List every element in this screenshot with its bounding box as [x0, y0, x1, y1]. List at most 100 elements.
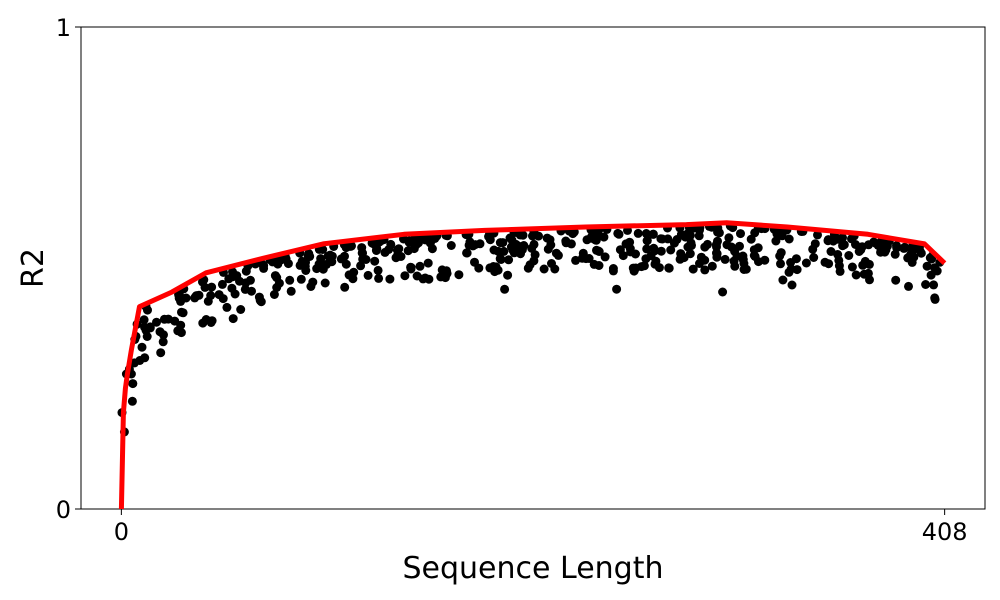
data-point: [423, 258, 433, 268]
data-point: [227, 283, 237, 293]
data-point: [859, 269, 869, 279]
data-point: [152, 317, 161, 327]
data-point: [891, 275, 901, 285]
data-point: [621, 239, 631, 249]
data-point: [679, 253, 689, 263]
data-point: [228, 314, 238, 324]
data-point: [786, 264, 796, 274]
data-point: [286, 286, 296, 296]
y-tick-label: 1: [56, 14, 71, 42]
data-point: [206, 291, 216, 300]
data-point: [380, 247, 390, 257]
data-point: [442, 266, 451, 276]
data-point: [712, 248, 721, 258]
data-point: [844, 251, 854, 260]
data-point: [529, 239, 539, 249]
data-point: [578, 248, 588, 258]
data-point: [363, 270, 373, 280]
data-point: [656, 234, 666, 244]
y-tick-label: 0: [56, 496, 71, 524]
data-point: [727, 242, 736, 252]
data-point: [835, 266, 845, 276]
data-point: [851, 240, 860, 249]
data-point: [312, 264, 322, 274]
data-point: [864, 259, 874, 269]
data-point: [864, 240, 874, 250]
data-point: [847, 262, 857, 272]
data-point: [400, 271, 410, 281]
data-point: [922, 261, 932, 271]
data-point: [791, 254, 801, 264]
data-point: [929, 280, 939, 290]
data-point: [694, 231, 704, 241]
data-point: [904, 281, 913, 291]
data-point: [876, 247, 886, 257]
x-tick-label: 0: [114, 518, 129, 546]
y-axis-title: R2: [16, 248, 51, 288]
data-point: [561, 236, 571, 246]
data-point: [736, 229, 745, 239]
data-point: [608, 264, 618, 273]
data-point: [683, 229, 693, 239]
data-point: [778, 275, 788, 285]
data-point: [732, 251, 742, 261]
data-point: [285, 275, 295, 285]
data-point: [139, 315, 149, 325]
data-point: [930, 294, 940, 304]
data-point: [406, 262, 416, 272]
data-point: [192, 291, 201, 301]
data-point: [436, 272, 446, 282]
data-point: [871, 238, 881, 248]
x-axis-title: Sequence Length: [403, 551, 664, 586]
data-point: [648, 229, 658, 239]
data-point: [590, 235, 600, 245]
data-point: [320, 278, 330, 288]
data-point: [135, 356, 145, 365]
data-point: [468, 241, 478, 251]
data-point: [551, 248, 561, 258]
data-point: [496, 255, 506, 264]
data-point: [256, 297, 266, 307]
data-point: [851, 270, 861, 280]
data-point: [207, 282, 217, 292]
data-point: [776, 248, 786, 258]
data-point: [259, 263, 269, 273]
data-point: [222, 302, 232, 312]
data-point: [584, 254, 594, 263]
x-tick-label: 408: [922, 518, 968, 546]
data-point: [370, 256, 380, 266]
data-point: [836, 234, 846, 244]
data-point: [142, 332, 152, 341]
data-point: [593, 246, 603, 256]
data-point: [700, 242, 710, 252]
data-point: [903, 253, 913, 263]
data-point: [373, 265, 383, 275]
data-point: [589, 259, 599, 269]
data-point: [201, 315, 211, 324]
data-point: [517, 245, 527, 255]
data-point: [127, 396, 137, 406]
data-point: [735, 241, 744, 251]
data-point: [813, 230, 822, 240]
data-point: [347, 241, 356, 251]
data-point: [181, 293, 191, 303]
data-point: [707, 261, 717, 271]
data-point: [217, 279, 227, 289]
data-point: [348, 274, 358, 284]
data-point: [358, 254, 368, 264]
data-point: [156, 348, 166, 358]
data-point: [741, 264, 751, 274]
data-point: [485, 235, 495, 245]
data-point: [159, 330, 168, 340]
data-point: [925, 253, 935, 263]
data-point: [236, 305, 246, 314]
data-point: [650, 246, 660, 256]
data-point: [385, 274, 395, 284]
data-point: [826, 247, 836, 256]
data-point: [746, 234, 756, 244]
data-point: [926, 270, 936, 280]
envelope-line: [118, 220, 947, 510]
data-point: [854, 247, 864, 256]
data-point: [178, 308, 188, 318]
